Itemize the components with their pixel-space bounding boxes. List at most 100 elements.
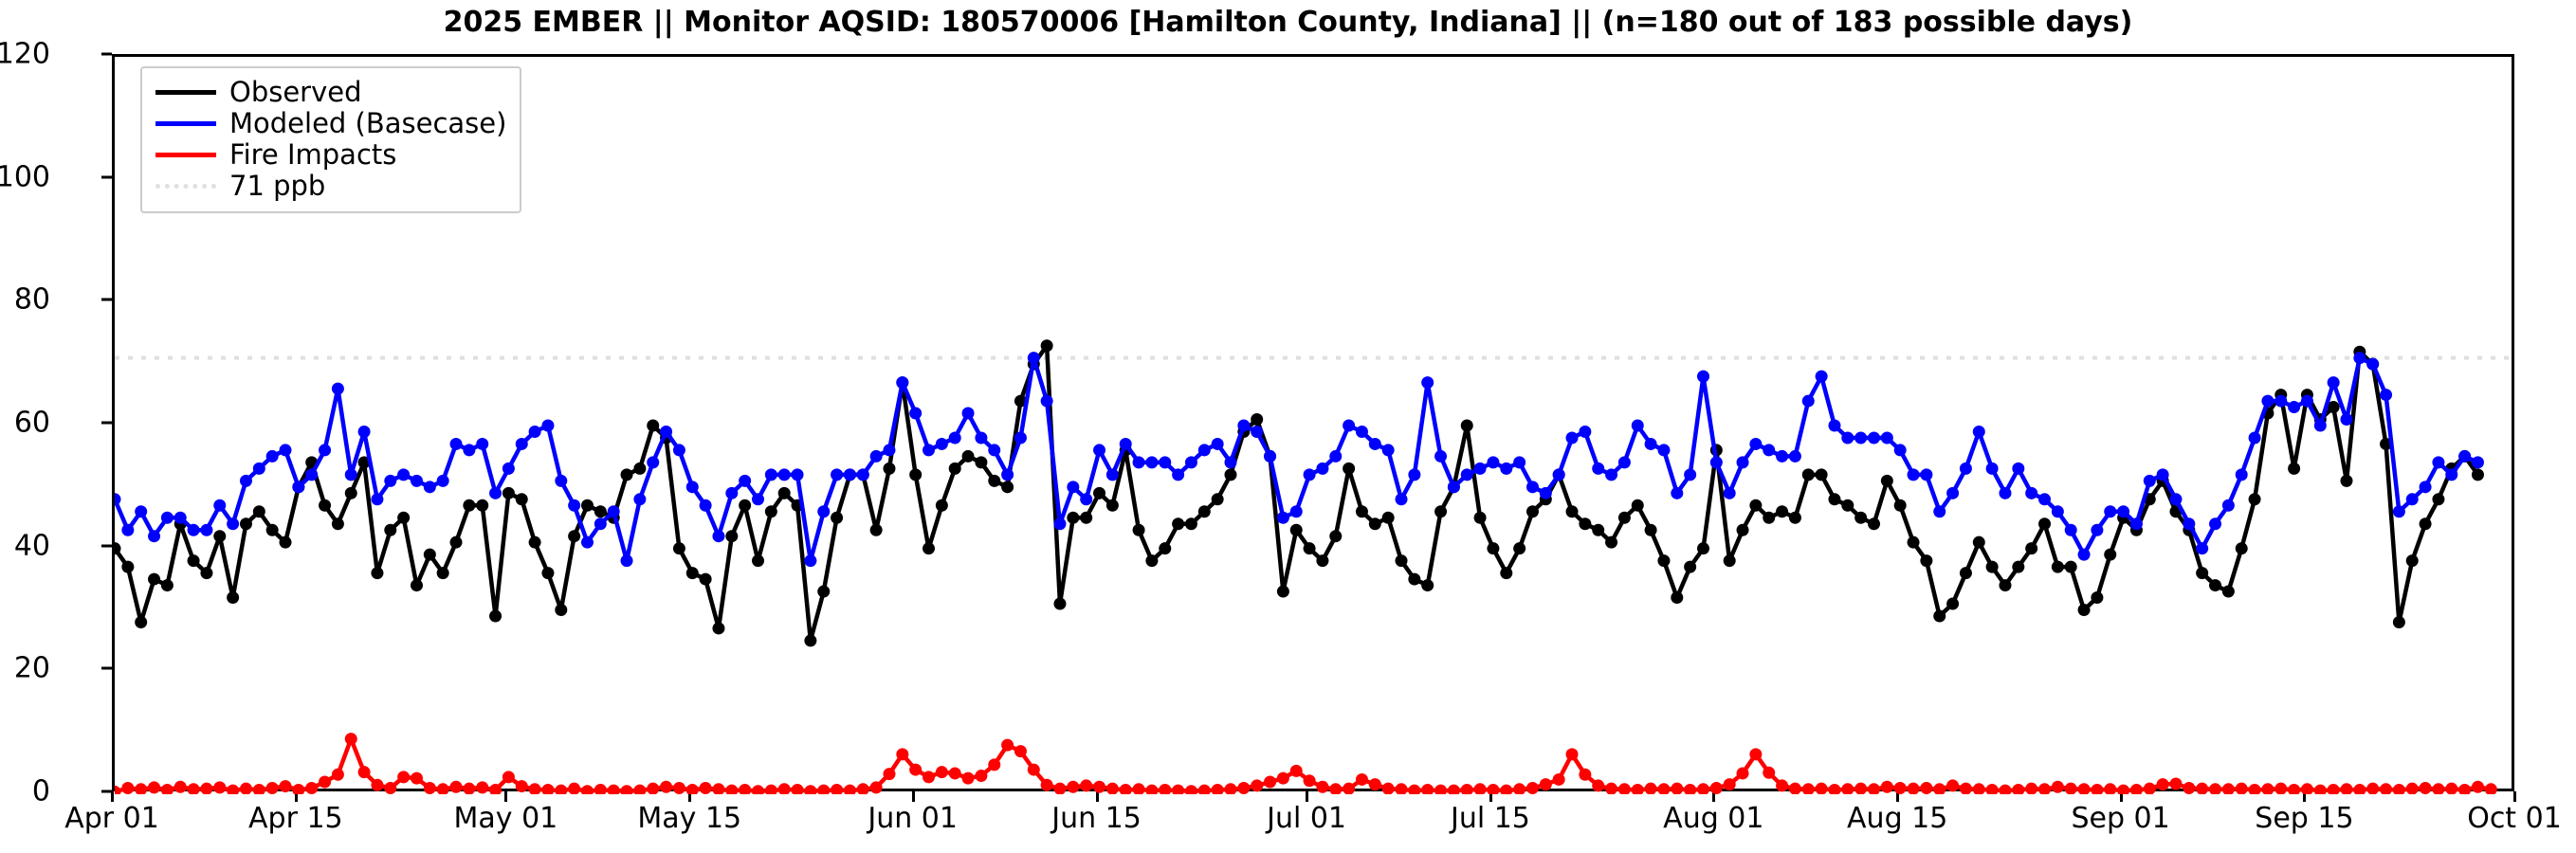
data-point — [1696, 542, 1709, 555]
data-point — [712, 783, 725, 794]
data-point — [1093, 444, 1106, 457]
data-point — [1289, 764, 1303, 777]
legend-label: 71 ppb — [229, 170, 326, 202]
data-point — [200, 523, 213, 536]
data-point — [2012, 462, 2025, 475]
data-point — [1920, 554, 1933, 568]
data-point — [817, 784, 831, 794]
data-point — [685, 567, 699, 580]
data-point — [725, 486, 739, 499]
data-point — [764, 505, 777, 518]
data-point — [423, 548, 436, 561]
data-point — [476, 437, 489, 450]
data-point — [2484, 783, 2497, 794]
data-point — [817, 505, 831, 518]
data-point — [115, 785, 121, 794]
data-point — [633, 462, 647, 475]
data-point — [1343, 419, 1356, 432]
data-point — [1788, 782, 1801, 794]
data-point — [148, 530, 161, 543]
data-point — [1907, 468, 1920, 481]
data-point — [1395, 493, 1408, 506]
data-point — [2129, 783, 2143, 794]
data-point — [213, 499, 227, 512]
data-point — [2025, 782, 2038, 794]
data-point — [817, 585, 831, 598]
data-point — [633, 784, 647, 794]
data-point — [2012, 783, 2025, 794]
data-point — [1447, 784, 1460, 794]
data-point — [1329, 449, 1343, 463]
data-point — [2313, 784, 2327, 794]
data-point — [594, 783, 607, 794]
data-point — [1868, 783, 1880, 794]
data-point — [1067, 511, 1080, 524]
x-tick-label: Jul 01 — [1267, 802, 1347, 835]
legend-swatch-icon — [155, 184, 216, 189]
data-point — [2366, 357, 2380, 371]
data-point — [2392, 615, 2405, 628]
data-point — [725, 784, 739, 794]
data-point — [923, 771, 936, 784]
data-point — [1500, 462, 1513, 475]
data-point — [699, 499, 712, 512]
data-point — [2458, 783, 2472, 794]
data-point — [1671, 486, 1684, 499]
data-point — [2248, 783, 2261, 794]
data-point — [1644, 437, 1657, 450]
data-point — [909, 468, 923, 481]
data-point — [1749, 499, 1763, 512]
data-point — [975, 770, 988, 783]
legend-label: Modeled (Basecase) — [229, 107, 507, 139]
data-point — [1211, 493, 1224, 506]
data-point — [2104, 783, 2117, 794]
data-point — [1605, 782, 1618, 794]
data-point — [2156, 778, 2169, 791]
data-point — [1985, 783, 1999, 794]
data-point — [489, 486, 502, 499]
data-point — [1605, 535, 1618, 549]
data-point — [712, 530, 725, 543]
data-point — [647, 782, 660, 794]
data-point — [1053, 517, 1067, 531]
data-point — [2038, 517, 2052, 531]
data-point — [1841, 783, 1854, 794]
data-point — [660, 425, 673, 438]
data-point — [331, 382, 344, 395]
data-point — [883, 462, 896, 475]
data-point — [115, 493, 121, 506]
data-point — [1368, 437, 1381, 450]
data-point — [620, 468, 633, 481]
data-point — [1460, 419, 1473, 432]
data-point — [2091, 783, 2104, 794]
x-tick-mark — [2513, 791, 2516, 802]
data-point — [1592, 779, 1605, 792]
data-point — [528, 783, 541, 794]
data-point — [555, 474, 568, 487]
data-point — [1893, 782, 1907, 794]
y-tick-label: 100 — [0, 160, 50, 194]
data-point — [2458, 449, 2472, 463]
data-point — [2169, 777, 2183, 790]
data-point — [121, 560, 135, 573]
data-point — [1723, 778, 1736, 791]
data-point — [961, 771, 975, 785]
data-point — [2405, 493, 2419, 506]
data-point — [1500, 784, 1513, 794]
data-point — [135, 505, 148, 518]
x-tick-label: Jun 01 — [868, 802, 958, 835]
data-point — [1933, 505, 1946, 518]
x-tick-mark — [1306, 791, 1309, 802]
data-point — [1763, 511, 1776, 524]
data-point — [397, 468, 411, 481]
data-point — [764, 468, 777, 481]
data-point — [292, 783, 305, 794]
data-point — [1329, 783, 1343, 794]
data-point — [1815, 468, 1828, 481]
data-point — [923, 542, 936, 555]
data-point — [1014, 431, 1027, 445]
data-point — [1105, 468, 1119, 481]
data-point — [2117, 784, 2130, 794]
data-point — [2051, 780, 2064, 793]
data-point — [1355, 425, 1368, 438]
